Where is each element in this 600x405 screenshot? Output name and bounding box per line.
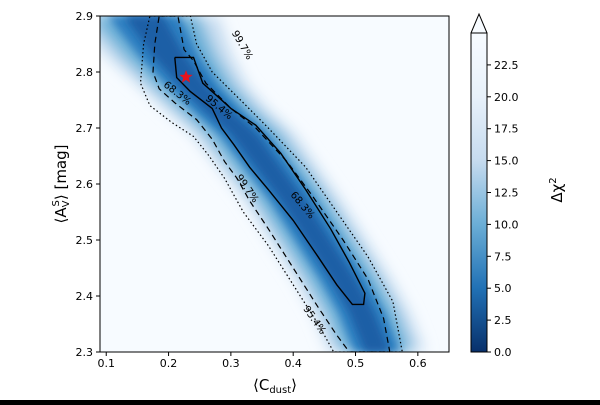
colorbar-tick-label: 20.0: [494, 91, 519, 104]
x-tick-label: 0.2: [160, 357, 178, 370]
y-tick-label: 2.6: [76, 178, 94, 191]
heatmap-band-3: [124, 16, 390, 352]
x-axis-label: ⟨Cdust⟩: [253, 376, 297, 396]
colorbar: 0.0 2.5 5.0 7.5 10.0 12.5 15.0 17.5 20.0 22.5 Δχ2: [470, 12, 566, 359]
colorbar-tick-label: 17.5: [494, 123, 519, 136]
x-tick-label: 0.4: [284, 357, 302, 370]
y-axis-ticks: 2.3 2.4 2.5 2.6 2.7 2.8 2.9: [76, 10, 100, 359]
colorbar-tick-label: 22.5: [494, 59, 519, 72]
y-tick-label: 2.8: [76, 66, 94, 79]
contour-solid: [174, 56, 366, 306]
y-tick-label: 2.7: [76, 122, 94, 135]
x-tick-label: 0.1: [97, 357, 115, 370]
colorbar-tick-label: 5.0: [494, 282, 512, 295]
colorbar-extend-arrow: [470, 12, 488, 34]
colorbar-tick-label: 2.5: [494, 314, 512, 327]
colorbar-tick-label: 0.0: [494, 346, 512, 359]
marker-layer: [179, 70, 193, 83]
contour-dashed: [152, 16, 391, 352]
colorbar-gradient: [471, 33, 487, 352]
y-tick-label: 2.4: [76, 290, 94, 303]
colorbar-tick-label: 12.5: [494, 187, 519, 200]
x-tick-label: 0.6: [409, 357, 427, 370]
colorbar-tick-label: 7.5: [494, 250, 512, 263]
y-axis-label: ⟨AVS⟩ [mag]: [51, 145, 72, 224]
heatmap-layer: [100, 16, 426, 352]
y-tick-label: 2.9: [76, 10, 94, 23]
plot-area: 68.3%68.3%95.4%95.4%99.7%99.7% 0.1 0.2 0.3…: [76, 10, 450, 370]
y-tick-label: 2.3: [76, 346, 94, 359]
colorbar-label: Δχ2: [548, 177, 566, 202]
best-fit-star-marker: [179, 70, 193, 83]
y-tick-label: 2.5: [76, 234, 94, 247]
x-tick-label: 0.3: [222, 357, 240, 370]
x-axis-ticks: 0.1 0.2 0.3 0.4 0.5 0.6: [97, 352, 427, 370]
contour-layer: [139, 16, 403, 352]
colorbar-tick-label: 10.0: [494, 218, 519, 231]
colorbar-tick-label: 15.0: [494, 155, 519, 168]
x-tick-label: 0.5: [347, 357, 365, 370]
colorbar-ticks: 0.0 2.5 5.0 7.5 10.0 12.5 15.0 17.5 20.0 22.5: [487, 59, 519, 359]
